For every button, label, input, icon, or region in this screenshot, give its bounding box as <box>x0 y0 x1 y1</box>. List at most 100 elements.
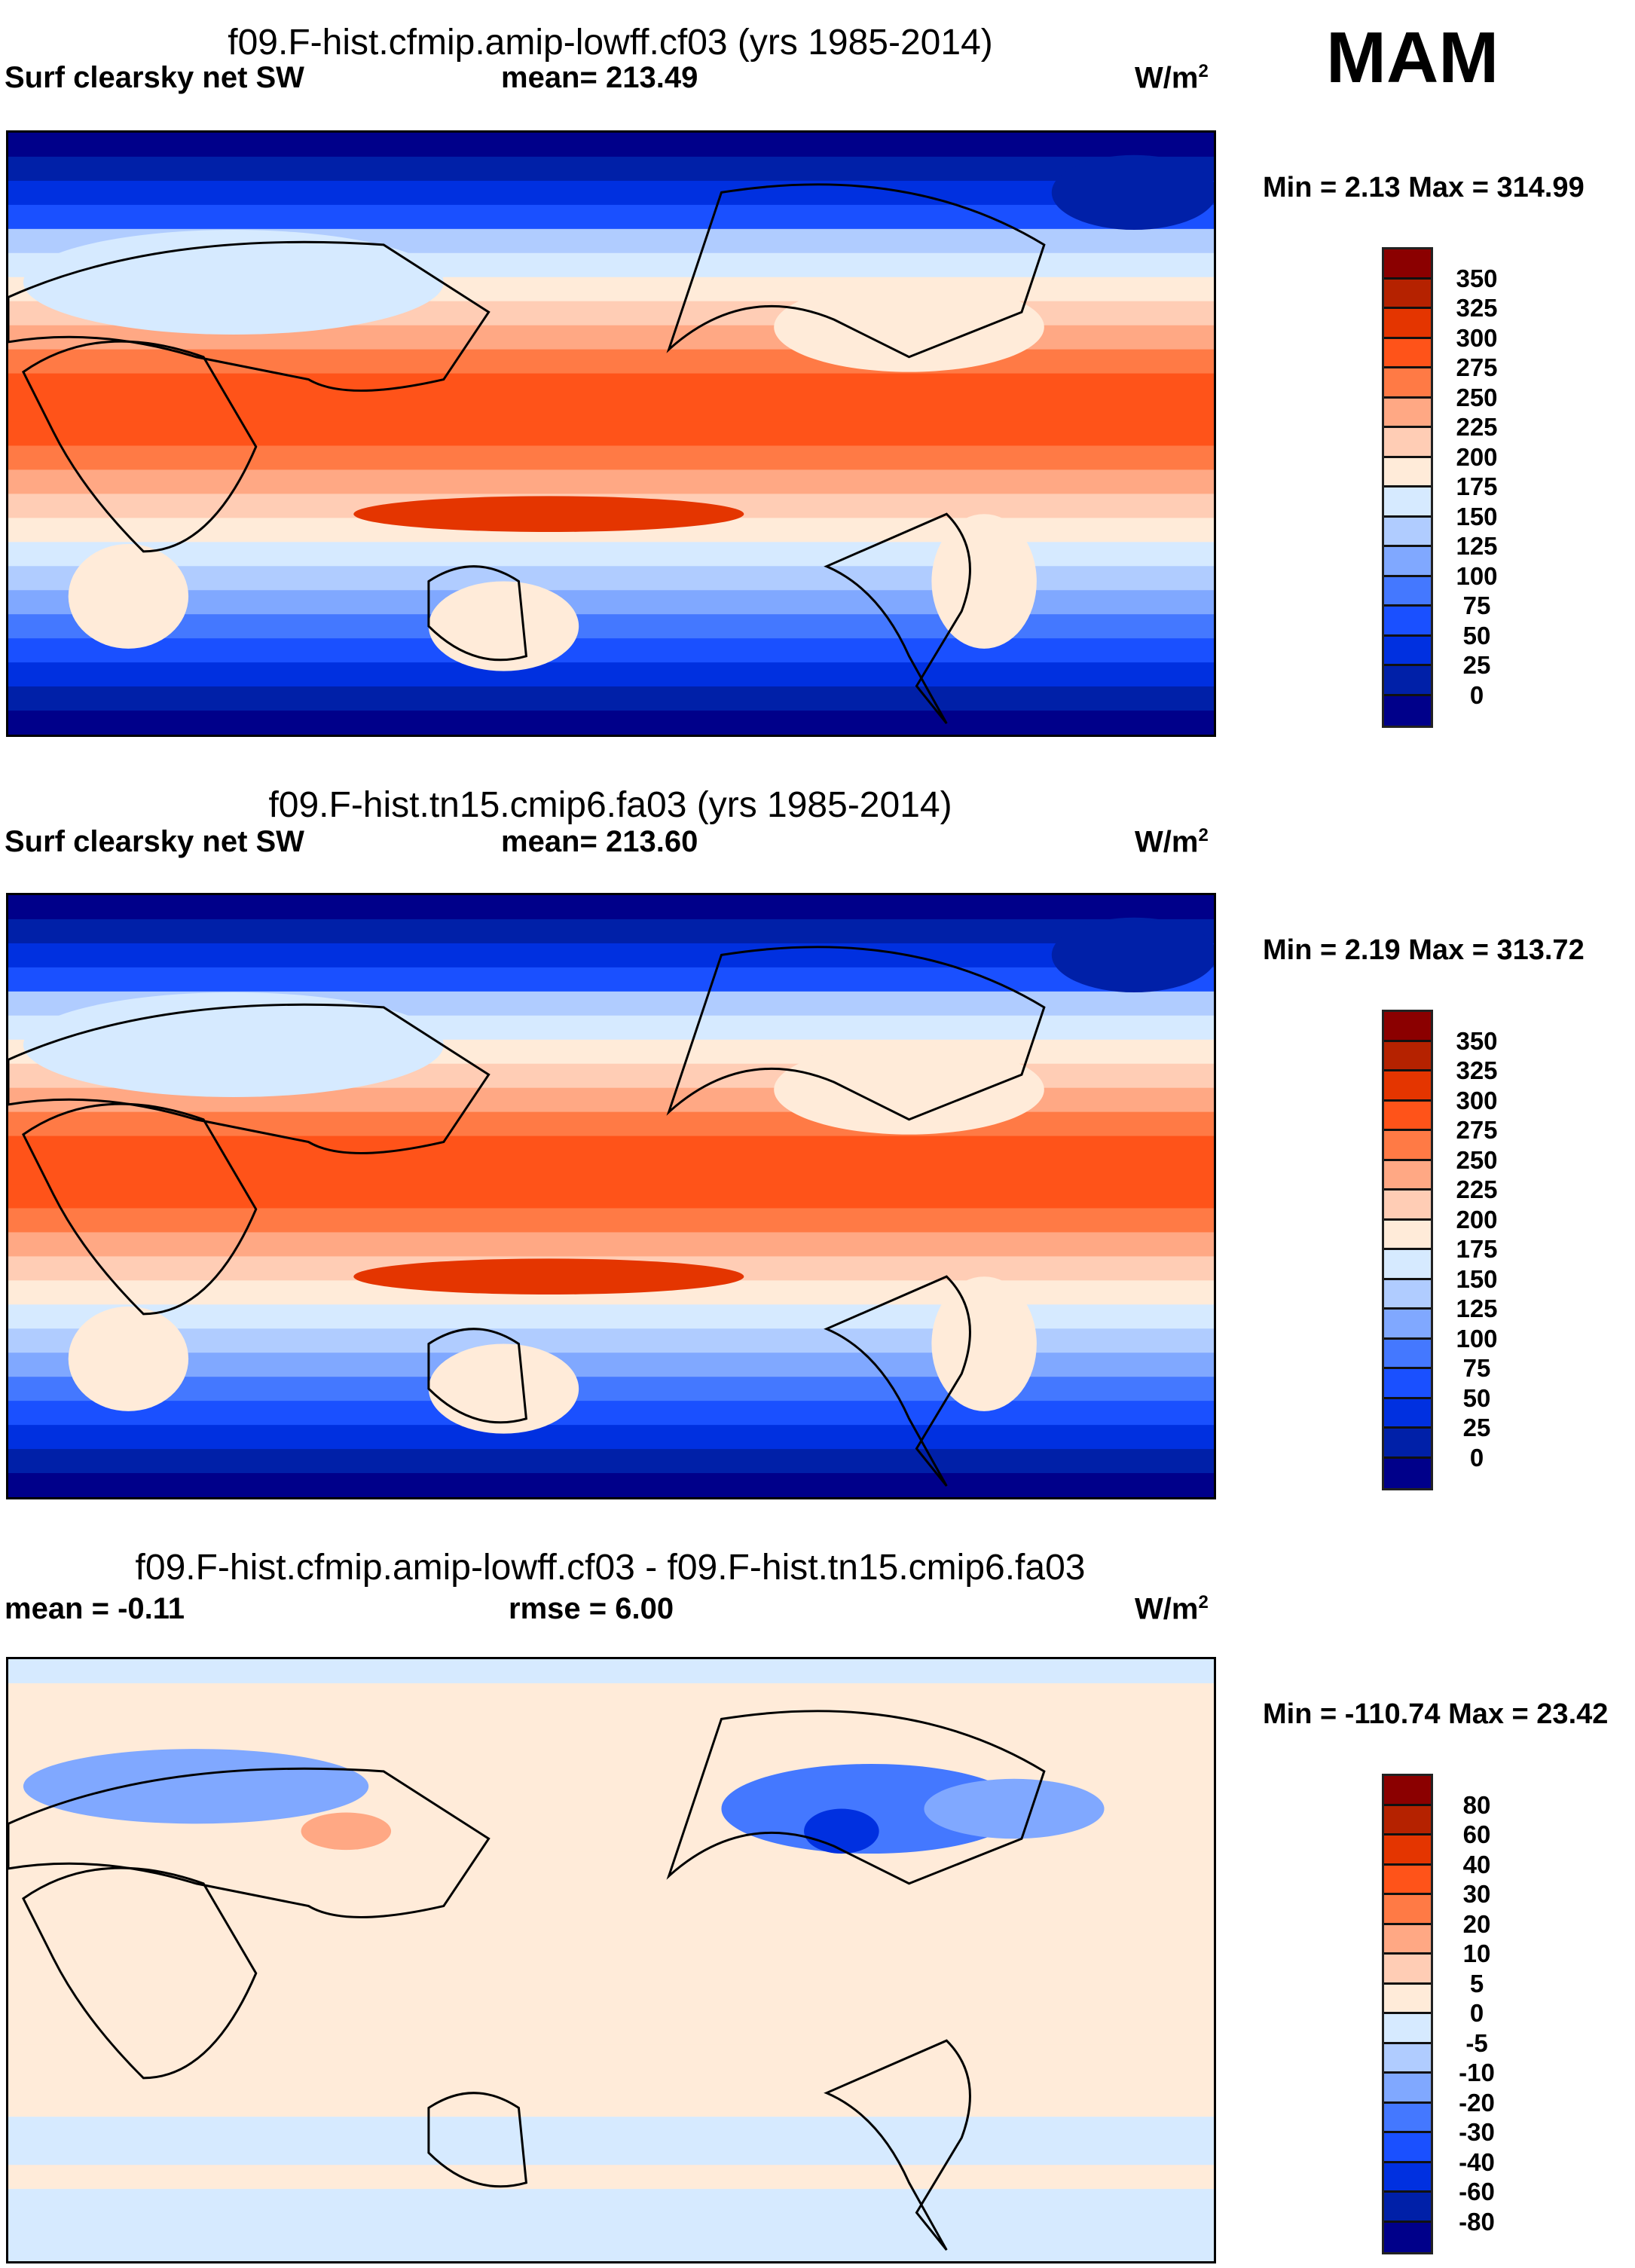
colorbar-box <box>1384 666 1431 696</box>
contour-band <box>8 133 1214 157</box>
colorbar-box <box>1384 457 1431 488</box>
panel-title: f09.F-hist.tn15.cmip6.fa03 (yrs 1985-201… <box>268 785 952 825</box>
contour-band <box>8 156 1214 182</box>
contour-region <box>68 543 189 649</box>
contour-band <box>8 180 1214 206</box>
coastline <box>8 1003 490 1154</box>
contour-band <box>8 967 1214 992</box>
colorbar-tick-label: 30 <box>1462 1880 1491 1908</box>
contour-band <box>8 1851 1214 1877</box>
contour-band <box>8 373 1214 399</box>
colorbar-box <box>1384 1160 1431 1191</box>
contour-band <box>8 1160 1214 1185</box>
colorbar-box <box>1384 2222 1431 2252</box>
colorbar-tick-label: 200 <box>1456 442 1498 471</box>
colorbar-box <box>1384 1131 1431 1161</box>
units-label: W/m2 <box>1135 825 1209 859</box>
colorbar-tick-label: -20 <box>1459 2088 1495 2117</box>
colorbar-tick-label: 40 <box>1462 1850 1491 1878</box>
colorbar-tick-label: 150 <box>1456 502 1498 530</box>
colorbar-tick-label: 300 <box>1456 1086 1498 1114</box>
contour-band <box>8 1377 1214 1402</box>
contour-band <box>8 469 1214 495</box>
contour-region <box>301 1812 392 1851</box>
colorbar-box <box>1384 1835 1431 1866</box>
colorbar-tick-label: 50 <box>1462 1383 1491 1412</box>
colorbar-tick-label: 100 <box>1456 1324 1498 1353</box>
colorbar-tick-label: -80 <box>1459 2207 1495 2236</box>
contour-band <box>8 1184 1214 1209</box>
contour-region <box>428 1343 579 1434</box>
map-plot <box>6 1657 1216 2263</box>
colorbar-tick-label: 5 <box>1469 1969 1484 1997</box>
mean-label: rmse = 6.00 <box>509 1592 674 1625</box>
colorbar-box <box>1384 2193 1431 2223</box>
colorbar-tick-label: 50 <box>1462 621 1491 650</box>
colorbar-tick-label: 325 <box>1456 1056 1498 1084</box>
colorbar-tick-label: -10 <box>1459 2059 1495 2086</box>
colorbar-box <box>1384 1458 1431 1488</box>
colorbar-box <box>1384 636 1431 666</box>
colorbar-box <box>1384 607 1431 637</box>
panel-title: f09.F-hist.cfmip.amip-lowff.cf03 - f09.F… <box>135 1548 1086 1588</box>
colorbar-box <box>1384 2043 1431 2074</box>
colorbar-tick-label: 325 <box>1456 294 1498 322</box>
contour-band <box>8 1900 1214 1925</box>
colorbar-tick-label: 175 <box>1456 472 1498 500</box>
contour-band <box>8 1948 1214 1973</box>
variable-label: mean = -0.11 <box>5 1592 185 1625</box>
contour-band <box>8 1208 1214 1233</box>
mean-label: mean= 213.60 <box>501 825 698 858</box>
colorbar-tick-label: 0 <box>1469 680 1484 709</box>
colorbar-tick-label: 225 <box>1456 413 1498 441</box>
colorbar-tick-label: 350 <box>1456 264 1498 292</box>
coastline <box>824 2039 971 2251</box>
contour-band <box>8 445 1214 471</box>
colorbar-tick-label: 80 <box>1462 1790 1491 1819</box>
contour-band <box>8 1707 1214 1732</box>
coastline <box>427 2092 528 2188</box>
colorbar-tick-label: 10 <box>1462 1939 1491 1967</box>
colorbar-box <box>1384 2103 1431 2133</box>
colorbar-tick-label: 275 <box>1456 353 1498 381</box>
colorbar-tick-label: 300 <box>1456 323 1498 352</box>
contour-band <box>8 2189 1214 2215</box>
colorbar-box <box>1384 1924 1431 1955</box>
colorbar-box <box>1384 1310 1431 1340</box>
contour-region <box>23 1749 369 1824</box>
colorbar-box <box>1384 1101 1431 1131</box>
contour-band <box>8 2020 1214 2046</box>
colorbar <box>1382 1774 1433 2254</box>
contour-band <box>8 421 1214 447</box>
colorbar-tick-label: 175 <box>1456 1235 1498 1263</box>
map-plot <box>6 130 1216 737</box>
contour-band <box>8 1996 1214 2022</box>
units-label: W/m2 <box>1135 1592 1209 1626</box>
season-label: MAM <box>1326 17 1499 98</box>
map-plot <box>6 893 1216 1499</box>
coastline <box>824 1275 971 1487</box>
contour-band <box>8 1473 1214 1497</box>
coastline <box>22 1866 258 2080</box>
colorbar-box <box>1384 1984 1431 2014</box>
colorbar-tick-label: 125 <box>1456 532 1498 560</box>
contour-region <box>428 581 579 671</box>
contour-band <box>8 711 1214 735</box>
colorbar-tick-label: -5 <box>1465 2028 1488 2057</box>
colorbar <box>1382 1010 1433 1490</box>
colorbar-box <box>1384 1220 1431 1250</box>
units-label: W/m2 <box>1135 61 1209 95</box>
coastline <box>824 512 971 725</box>
colorbar-box <box>1384 1191 1431 1221</box>
contour-band <box>8 614 1214 640</box>
contour-region <box>721 1763 1022 1854</box>
contour-region <box>23 992 444 1097</box>
contour-band <box>8 2117 1214 2142</box>
contour-region <box>23 230 444 335</box>
contour-band <box>8 1875 1214 1901</box>
coastline <box>22 340 258 553</box>
colorbar-box <box>1384 1369 1431 1399</box>
colorbar-box <box>1384 309 1431 339</box>
colorbar-box <box>1384 1012 1431 1042</box>
colorbar-tick-label: 150 <box>1456 1264 1498 1293</box>
